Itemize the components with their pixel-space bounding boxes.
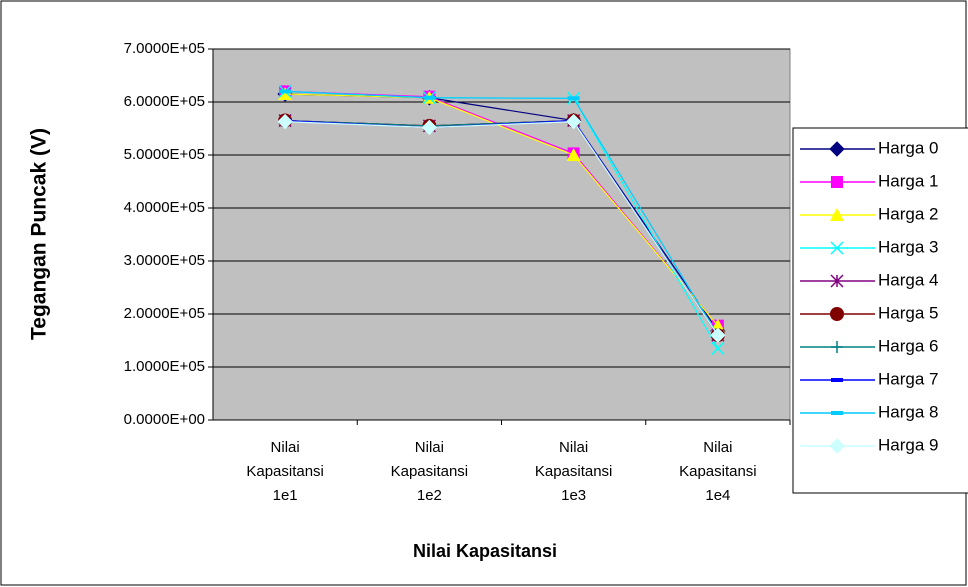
legend-label: Harga 9 (878, 435, 938, 454)
x-tick-label: Nilai Kapasitansi 1e2 (390, 439, 469, 504)
marker-shape (279, 89, 292, 94)
legend-label: Harga 6 (878, 336, 938, 355)
y-tick-label: 1.0000E+05 (124, 358, 205, 375)
marker-shape (831, 378, 843, 382)
legend-label: Harga 0 (878, 138, 938, 157)
legend-label: Harga 4 (878, 270, 938, 289)
marker (565, 113, 582, 130)
marker-shape (830, 307, 844, 321)
legend-label: Harga 2 (878, 204, 938, 223)
marker (278, 87, 293, 101)
marker (830, 241, 844, 255)
marker (277, 113, 293, 130)
marker (711, 341, 725, 355)
y-tick-label: 4.0000E+05 (124, 199, 205, 216)
marker-shape (831, 411, 843, 415)
marker-shape (831, 176, 843, 188)
marker-shape (566, 148, 581, 161)
marker (830, 274, 844, 288)
y-tick-label: 0.0000E+00 (124, 411, 205, 428)
legend-label: Harga 5 (878, 303, 938, 322)
marker-shape (830, 241, 844, 255)
x-tick-label: Nilai Kapasitansi 1e1 (246, 439, 324, 504)
marker-shape (423, 95, 436, 100)
y-tick-label: 2.0000E+05 (124, 305, 205, 322)
marker (421, 119, 438, 136)
x-tick-label: Nilai Kapasitansi 1e3 (534, 439, 613, 504)
marker-shape (829, 438, 845, 454)
y-tick-label: 5.0000E+05 (124, 146, 205, 163)
marker-shape (277, 113, 293, 130)
marker-shape (565, 113, 582, 130)
marker (831, 378, 843, 382)
legend-label: Harga 1 (878, 171, 938, 190)
marker-shape (711, 341, 725, 355)
y-tick-label: 7.0000E+05 (124, 40, 205, 57)
marker-shape (831, 341, 843, 353)
marker (829, 438, 845, 454)
marker (279, 89, 292, 94)
legend-label: Harga 7 (878, 369, 938, 388)
marker-shape (710, 327, 726, 343)
y-tick-label: 6.0000E+05 (124, 93, 205, 110)
marker-shape (567, 96, 580, 101)
marker (710, 327, 726, 343)
plot-area (212, 48, 791, 421)
marker (567, 96, 580, 101)
marker-shape (830, 208, 844, 221)
legend (792, 127, 968, 494)
series-line (285, 90, 719, 336)
marker (831, 341, 843, 353)
legend-label: Harga 3 (878, 237, 938, 256)
marker (423, 95, 436, 100)
legend-label: Harga 8 (878, 402, 938, 421)
marker-shape (278, 87, 293, 101)
x-axis-title: Nilai Kapasitansi (413, 541, 557, 561)
marker-shape (421, 119, 438, 136)
series-line (285, 120, 719, 336)
x-tick-label: Nilai Kapasitansi 1e4 (679, 439, 757, 504)
y-axis-title: Tegangan Puncak (V) (28, 128, 51, 340)
marker (830, 307, 844, 321)
marker (831, 176, 843, 188)
marker (831, 411, 843, 415)
y-tick-label: 3.0000E+05 (124, 252, 205, 269)
marker (566, 148, 581, 161)
marker (829, 141, 845, 157)
marker (830, 208, 844, 221)
marker-shape (830, 274, 844, 288)
marker-shape (829, 141, 845, 157)
series-line (285, 93, 719, 327)
